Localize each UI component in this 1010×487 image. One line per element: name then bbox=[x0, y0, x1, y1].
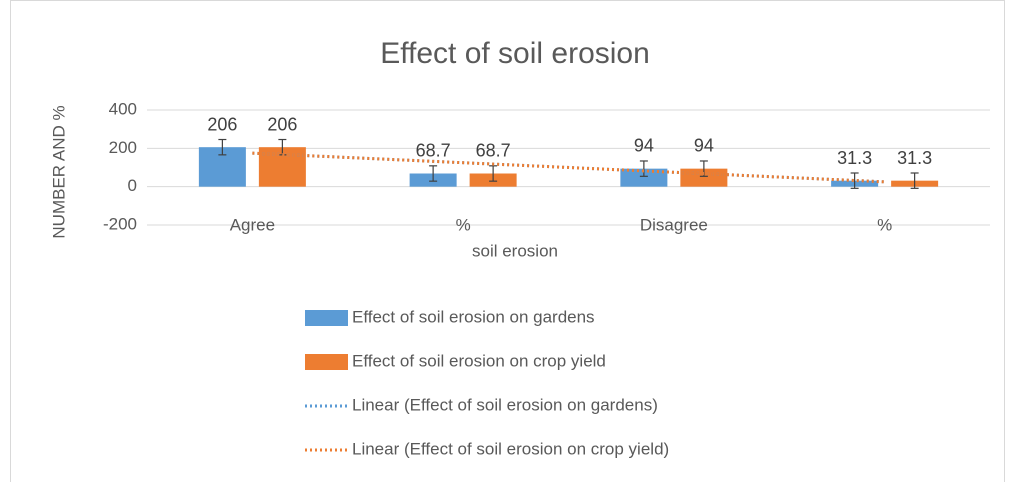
data-label: 68.7 bbox=[476, 141, 511, 161]
data-label: 94 bbox=[694, 136, 714, 156]
data-label: 31.3 bbox=[837, 148, 872, 168]
x-tick-label: % bbox=[456, 215, 471, 234]
data-label: 31.3 bbox=[897, 148, 932, 168]
y-tick-label: 0 bbox=[128, 176, 137, 195]
y-tick-label: 200 bbox=[109, 138, 137, 157]
x-tick-label: Disagree bbox=[640, 215, 708, 234]
legend-label: Effect of soil erosion on gardens bbox=[352, 307, 595, 326]
y-tick-label: -200 bbox=[103, 214, 137, 233]
chart-frame bbox=[10, 0, 1005, 487]
legend-swatch bbox=[305, 354, 348, 370]
bar bbox=[620, 168, 668, 187]
data-label: 206 bbox=[207, 114, 237, 134]
y-tick-label: 400 bbox=[109, 99, 137, 118]
data-label: 68.7 bbox=[416, 141, 451, 161]
legend-label: Linear (Effect of soil erosion on crop y… bbox=[352, 439, 669, 458]
y-axis-label: NUMBER AND % bbox=[49, 105, 68, 238]
legend-label: Effect of soil erosion on crop yield bbox=[352, 351, 606, 370]
data-label: 206 bbox=[267, 114, 297, 134]
legend-label: Linear (Effect of soil erosion on garden… bbox=[352, 395, 658, 414]
x-tick-label: Agree bbox=[230, 215, 275, 234]
data-label: 94 bbox=[634, 136, 654, 156]
legend-swatch bbox=[305, 310, 348, 326]
x-tick-label: % bbox=[877, 215, 892, 234]
trendline bbox=[252, 151, 885, 184]
x-axis-label: soil erosion bbox=[472, 241, 558, 260]
chart-title: Effect of soil erosion bbox=[380, 37, 650, 70]
